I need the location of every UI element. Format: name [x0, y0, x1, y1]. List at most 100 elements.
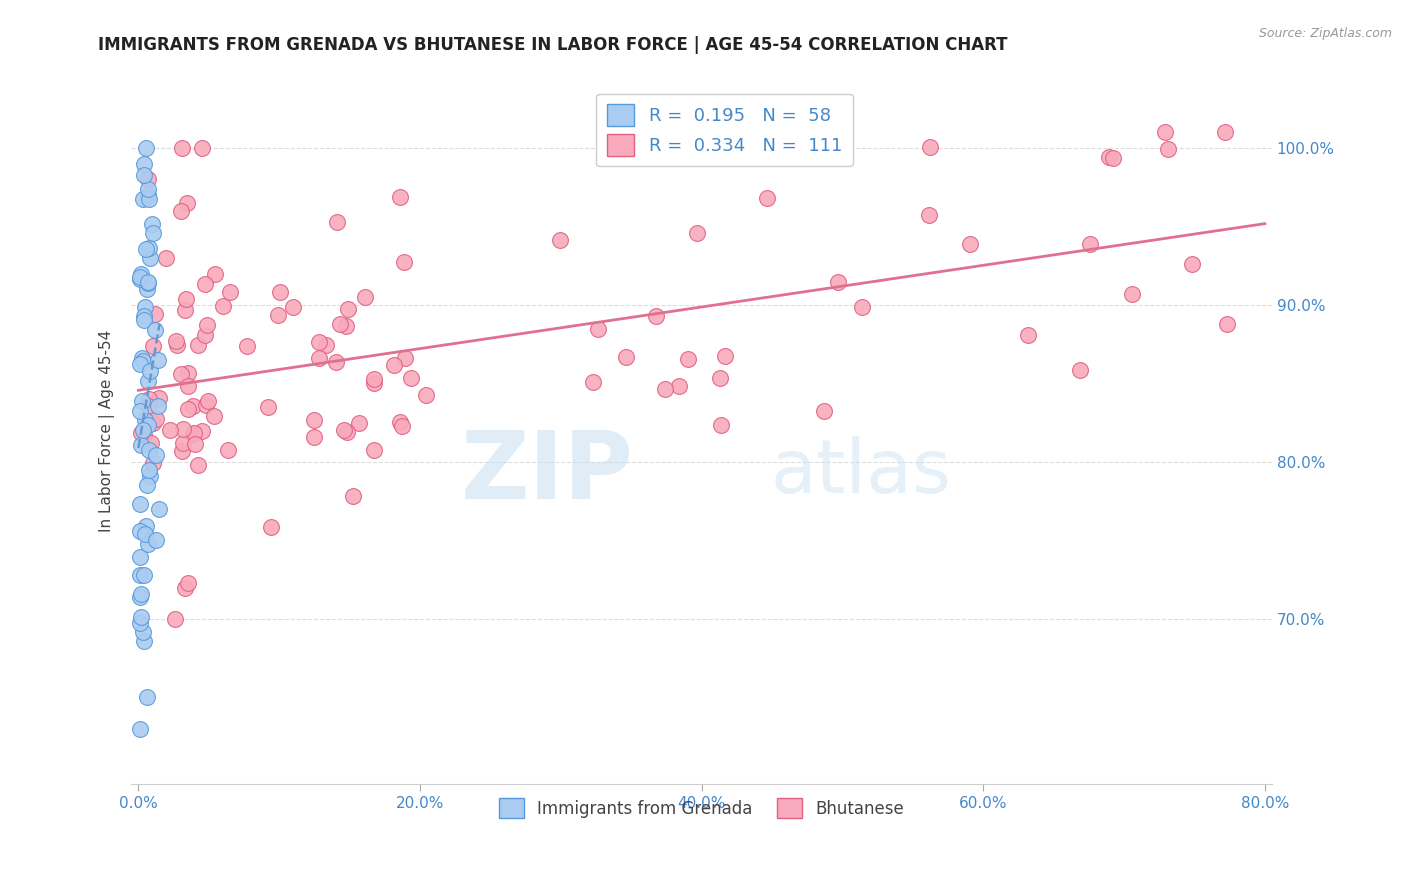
Point — [129, 609, 152, 624]
Point — [399, 371, 422, 385]
Point — [363, 376, 385, 390]
Point — [132, 624, 155, 639]
Point — [177, 366, 200, 380]
Point — [415, 388, 437, 402]
Point — [136, 172, 159, 186]
Point — [143, 323, 166, 337]
Point — [283, 300, 305, 314]
Point — [267, 308, 290, 322]
Point — [172, 422, 194, 436]
Point — [145, 412, 167, 426]
Point — [129, 426, 152, 441]
Point — [389, 190, 412, 204]
Point — [138, 241, 160, 255]
Point — [141, 417, 163, 431]
Point — [195, 398, 218, 412]
Point — [128, 272, 150, 286]
Point — [135, 519, 157, 533]
Point — [128, 722, 150, 736]
Point — [190, 424, 212, 438]
Point — [332, 424, 354, 438]
Point — [170, 141, 193, 155]
Point — [176, 379, 198, 393]
Point — [219, 285, 242, 299]
Point — [128, 497, 150, 511]
Point — [163, 612, 186, 626]
Point — [138, 399, 160, 413]
Point — [143, 307, 166, 321]
Point — [128, 550, 150, 565]
Point — [308, 351, 330, 366]
Point — [260, 520, 283, 534]
Point — [128, 615, 150, 630]
Point — [363, 371, 385, 385]
Point — [136, 188, 159, 202]
Point — [132, 157, 155, 171]
Y-axis label: In Labor Force | Age 45-54: In Labor Force | Age 45-54 — [100, 329, 115, 532]
Point — [1102, 152, 1125, 166]
Point — [139, 364, 162, 378]
Point — [686, 226, 709, 240]
Point — [148, 391, 170, 405]
Point — [710, 417, 733, 432]
Point — [131, 423, 153, 437]
Point — [676, 351, 699, 366]
Point — [134, 309, 156, 323]
Point — [959, 237, 981, 252]
Point — [159, 423, 181, 437]
Point — [202, 409, 225, 424]
Point — [129, 270, 152, 285]
Point — [391, 419, 413, 434]
Point — [335, 319, 357, 334]
Legend: Immigrants from Grenada, Bhutanese: Immigrants from Grenada, Bhutanese — [492, 791, 911, 825]
Point — [138, 392, 160, 407]
Point — [135, 243, 157, 257]
Point — [172, 436, 194, 450]
Point — [128, 524, 150, 538]
Point — [132, 634, 155, 648]
Point — [148, 502, 170, 516]
Point — [138, 536, 160, 550]
Point — [336, 425, 359, 439]
Point — [136, 690, 159, 705]
Text: IMMIGRANTS FROM GRENADA VS BHUTANESE IN LABOR FORCE | AGE 45-54 CORRELATION CHAR: IMMIGRANTS FROM GRENADA VS BHUTANESE IN … — [98, 36, 1008, 54]
Point — [134, 413, 156, 427]
Point — [1157, 142, 1180, 156]
Text: Source: ZipAtlas.com: Source: ZipAtlas.com — [1258, 27, 1392, 40]
Point — [827, 275, 849, 289]
Point — [756, 191, 779, 205]
Point — [134, 526, 156, 541]
Point — [325, 355, 347, 369]
Point — [236, 339, 259, 353]
Point — [183, 425, 205, 440]
Point — [342, 489, 364, 503]
Point — [177, 402, 200, 417]
Point — [315, 338, 337, 352]
Point — [392, 255, 415, 269]
Point — [138, 463, 160, 477]
Point — [388, 415, 411, 429]
Point — [645, 310, 668, 324]
Point — [918, 208, 941, 222]
Point — [136, 478, 159, 492]
Point — [135, 282, 157, 296]
Point — [142, 227, 165, 241]
Text: atlas: atlas — [770, 436, 950, 509]
Point — [177, 576, 200, 591]
Point — [269, 285, 291, 299]
Point — [1069, 363, 1091, 377]
Point — [363, 442, 385, 457]
Point — [132, 567, 155, 582]
Point — [173, 303, 195, 318]
Point — [131, 351, 153, 365]
Point — [329, 318, 352, 332]
Point — [394, 351, 416, 366]
Point — [128, 568, 150, 582]
Point — [918, 139, 941, 153]
Point — [170, 444, 193, 458]
Point — [187, 458, 209, 473]
Point — [145, 533, 167, 547]
Point — [326, 215, 349, 229]
Point — [184, 437, 207, 451]
Point — [136, 182, 159, 196]
